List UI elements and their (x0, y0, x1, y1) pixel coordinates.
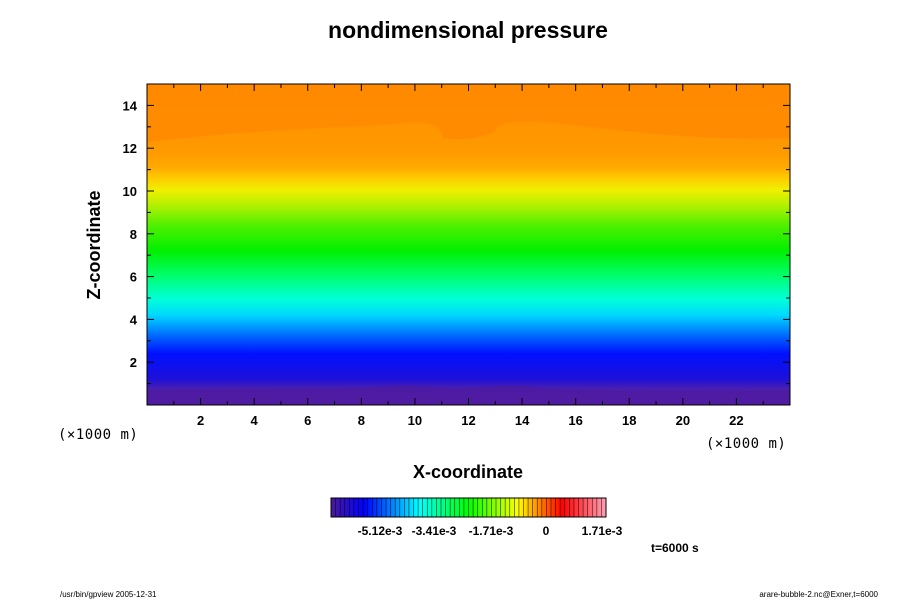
y-tick-label: 14 (123, 98, 138, 113)
y-axis-label: Z-coordinate (84, 190, 104, 299)
footer-left: /usr/bin/gpview 2005-12-31 (60, 590, 157, 599)
y-tick-label: 8 (130, 227, 137, 242)
colorbar-label-1: -5.12e-3 (358, 524, 403, 538)
y-tick-marks (147, 104, 790, 385)
colorbar-label-5: 1.71e-3 (582, 524, 623, 538)
x-tick-label: 8 (358, 413, 365, 428)
y-tick-label: 12 (123, 141, 137, 156)
chart-title: nondimensional pressure (328, 17, 608, 43)
x-unit-label: (×1000 m) (706, 436, 786, 452)
y-tick-label: 6 (130, 270, 137, 285)
colorbar-label-2: -3.41e-3 (412, 524, 457, 538)
y-tick-label: 4 (130, 312, 138, 327)
colorbar: -5.12e-3 -3.41e-3 -1.71e-3 0 1.71e-3 (330, 497, 623, 538)
x-tick-label: 20 (676, 413, 690, 428)
colorbar-label-3: -1.71e-3 (469, 524, 514, 538)
x-tick-label: 14 (515, 413, 530, 428)
colorbar-frame (330, 497, 607, 518)
y-tick-labels: 2 4 6 8 10 12 14 (123, 98, 138, 370)
y-tick-label: 10 (123, 184, 137, 199)
colorbar-stripes (335, 498, 602, 517)
x-tick-labels: 2 4 6 8 10 12 14 16 18 20 22 (197, 413, 744, 428)
x-tick-label: 10 (408, 413, 422, 428)
upper-contour-bump (147, 84, 790, 142)
y-unit-label: (×1000 m) (58, 427, 138, 443)
x-tick-label: 16 (568, 413, 582, 428)
x-tick-marks (173, 84, 764, 405)
plot-area (146, 83, 791, 406)
footer-right: arare-bubble-2.nc@Exner,t=6000 (759, 590, 878, 599)
x-tick-label: 2 (197, 413, 204, 428)
time-label: t=6000 s (651, 541, 699, 555)
x-tick-label: 6 (304, 413, 311, 428)
x-tick-label: 4 (251, 413, 259, 428)
x-axis-label: X-coordinate (413, 462, 523, 482)
y-tick-label: 2 (130, 355, 137, 370)
x-tick-label: 12 (461, 413, 475, 428)
x-tick-label: 22 (729, 413, 743, 428)
x-tick-label: 18 (622, 413, 636, 428)
colorbar-label-4: 0 (543, 524, 550, 538)
